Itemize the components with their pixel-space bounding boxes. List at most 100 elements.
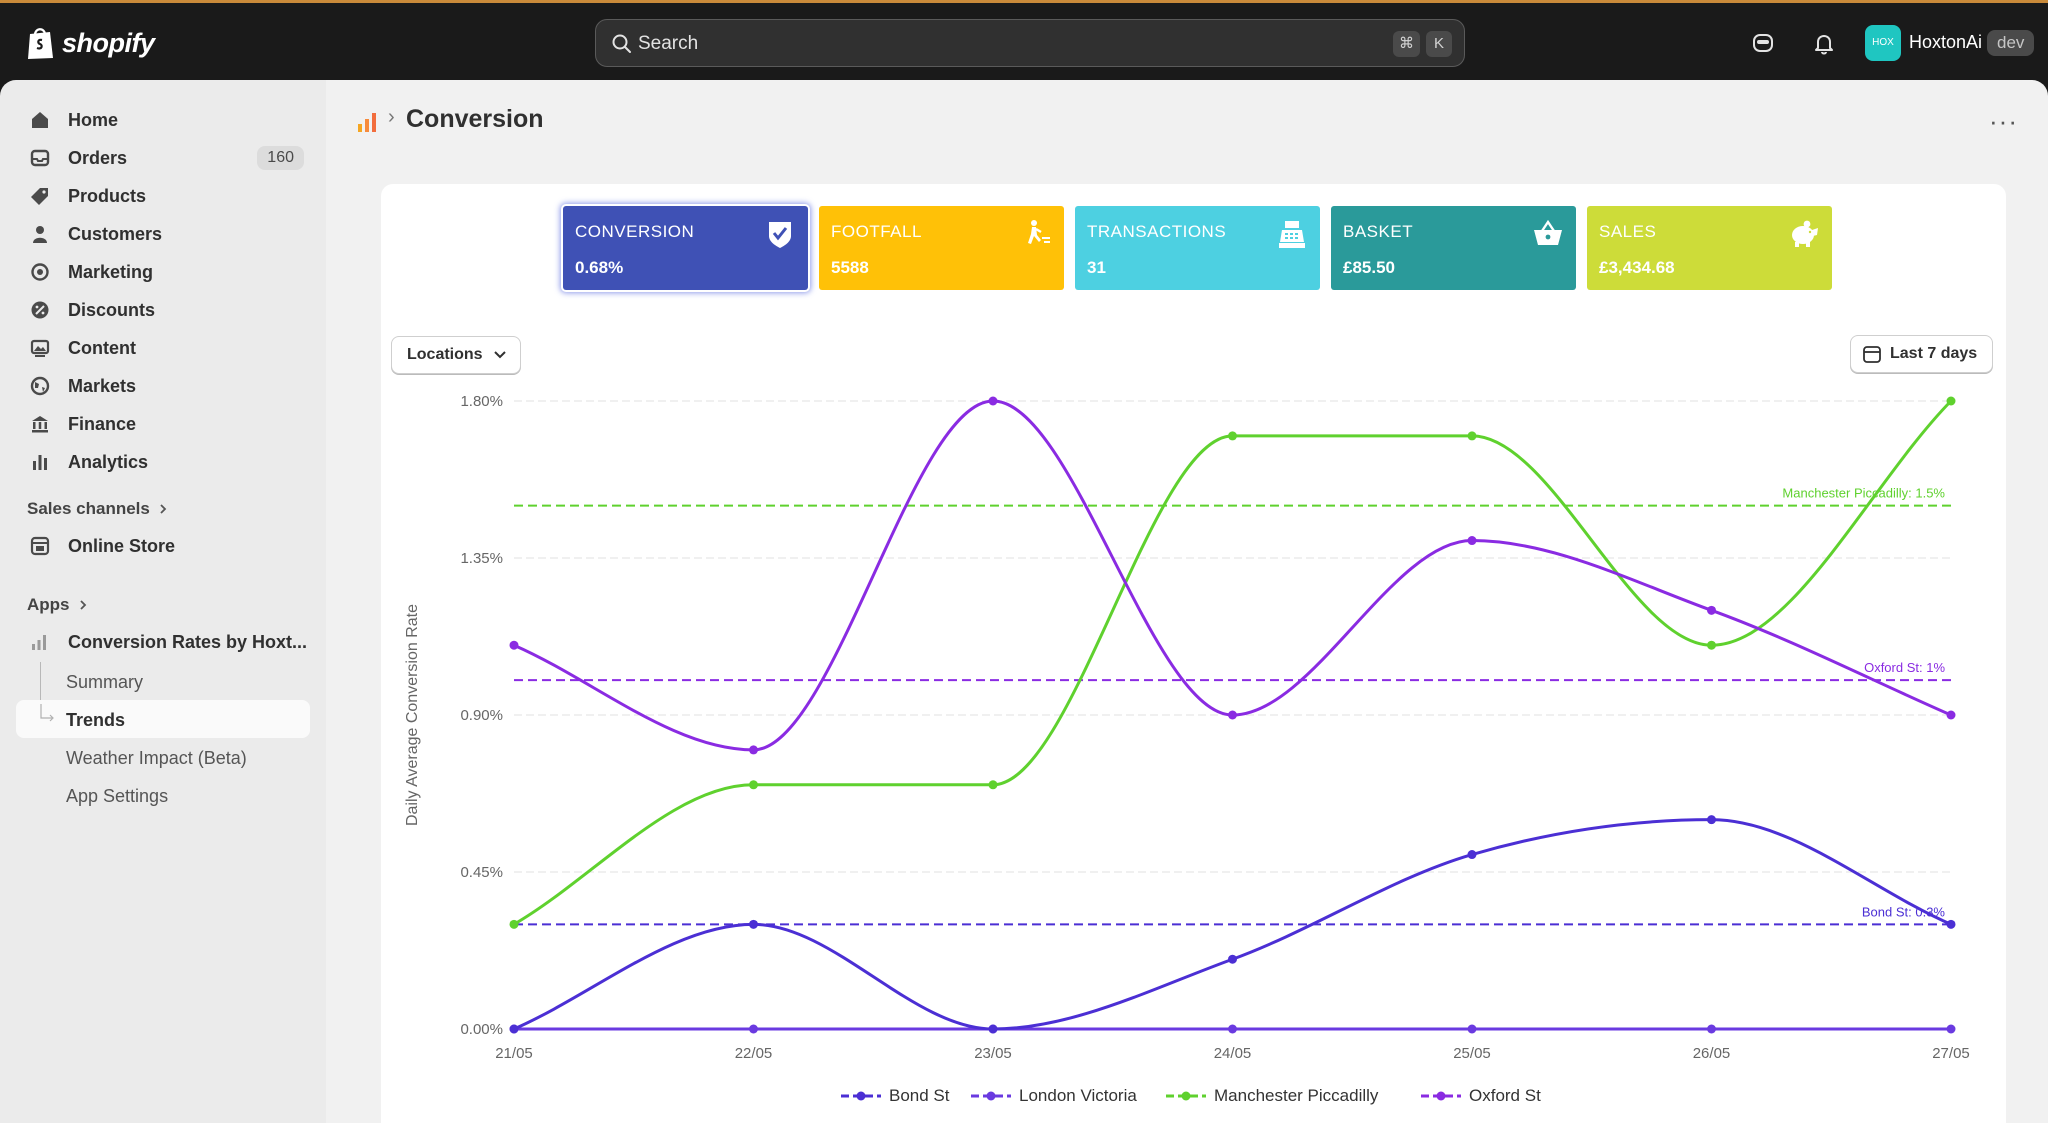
- sidebar-subitem-summary[interactable]: Summary: [16, 662, 310, 700]
- data-point: [1467, 850, 1477, 860]
- sidebar-item-marketing[interactable]: Marketing: [16, 254, 310, 290]
- data-point: [1228, 431, 1237, 441]
- sidebar-item-label: Analytics: [68, 451, 149, 472]
- tree-connector: [40, 662, 41, 702]
- legend-marker: [856, 1091, 866, 1101]
- kpi-label: SALES: [1599, 222, 1657, 241]
- data-point: [988, 396, 998, 406]
- top-bar: shopify Search ⌘ K HOX HoxtonAi dev: [0, 0, 2048, 80]
- sidebar-item-label: Customers: [68, 223, 163, 244]
- data-point: [1707, 1024, 1716, 1034]
- sidebar-item-content[interactable]: Content: [16, 330, 310, 366]
- data-point: [1228, 710, 1237, 720]
- kpi-label: CONVERSION: [575, 222, 695, 241]
- sidebar-item-products[interactable]: Products: [16, 178, 310, 214]
- chevron-down-icon: [493, 351, 506, 359]
- k-key: K: [1426, 31, 1452, 57]
- legend-label: Manchester Piccadilly: [1214, 1086, 1379, 1105]
- piggy-bank-icon: [1792, 220, 1818, 247]
- date-range-button[interactable]: Last 7 days: [1850, 335, 1993, 373]
- x-tick-label: 21/05: [495, 1045, 533, 1062]
- orders-icon: [28, 146, 52, 170]
- sidekick-icon[interactable]: [1750, 30, 1776, 56]
- sidebar-item-discounts[interactable]: Discounts: [16, 292, 310, 328]
- bank-icon: [28, 412, 52, 436]
- basket-icon: [1534, 219, 1562, 245]
- sidebar-item-label: Content: [68, 337, 136, 358]
- data-point: [988, 1024, 998, 1034]
- sidebar-subitem-label: Weather Impact (Beta): [66, 748, 247, 768]
- average-label: Bond St: 0.3%: [1862, 904, 1946, 919]
- kpi-value: £85.50: [1343, 258, 1395, 277]
- more-actions-button[interactable]: ···: [1989, 106, 2018, 136]
- sidebar-subitem-label: Summary: [66, 672, 144, 692]
- tag-icon: [28, 184, 52, 208]
- search-input[interactable]: Search ⌘ K: [595, 19, 1465, 67]
- page-title: Conversion: [406, 105, 544, 133]
- shopify-logo[interactable]: shopify: [26, 25, 155, 61]
- sidebar-item-online-store[interactable]: Online Store: [16, 528, 310, 564]
- data-point: [1467, 1024, 1477, 1034]
- apps-label: Apps: [27, 595, 70, 614]
- bar-chart-icon: [28, 450, 52, 474]
- apps-header[interactable]: Apps: [27, 595, 88, 615]
- data-point: [1707, 640, 1716, 650]
- sidebar-item-customers[interactable]: Customers: [16, 216, 310, 252]
- sidebar-item-label: Finance: [68, 413, 137, 434]
- x-tick-label: 23/05: [974, 1045, 1012, 1062]
- breadcrumb-separator: ›: [388, 106, 395, 128]
- conversion-app-icon[interactable]: [356, 108, 382, 134]
- sidebar-item-analytics[interactable]: Analytics: [16, 444, 310, 480]
- calendar-icon: [1863, 346, 1881, 363]
- dev-badge: dev: [1987, 30, 2035, 56]
- y-tick-label: 0.90%: [460, 707, 503, 724]
- data-point: [509, 1024, 519, 1034]
- app-bars-icon: [28, 630, 52, 654]
- store-icon: [28, 534, 52, 558]
- cash-register-icon: [1279, 221, 1305, 248]
- sales-channels-label: Sales channels: [27, 499, 150, 518]
- kpi-conversion[interactable]: CONVERSION 0.68%: [563, 206, 808, 290]
- sidebar-item-label: Orders: [68, 147, 128, 168]
- sidebar-item-label: Online Store: [68, 535, 176, 556]
- kpi-basket[interactable]: BASKET £85.50: [1331, 206, 1576, 290]
- kpi-value: 0.68%: [575, 258, 624, 277]
- sidebar-item-label: Conversion Rates by Hoxt...: [68, 631, 308, 652]
- data-point: [749, 745, 758, 755]
- kpi-footfall[interactable]: FOOTFALL 5588: [819, 206, 1064, 290]
- kpi-sales[interactable]: SALES £3,434.68: [1587, 206, 1832, 290]
- sales-channels-header[interactable]: Sales channels: [27, 499, 168, 519]
- walking-person-icon: [1028, 220, 1050, 244]
- sidebar-item-home[interactable]: Home: [16, 102, 310, 138]
- bell-icon[interactable]: [1811, 30, 1837, 56]
- store-name[interactable]: HoxtonAi: [1909, 32, 1983, 52]
- data-point: [1946, 1024, 1956, 1034]
- sidebar-item-markets[interactable]: Markets: [16, 368, 310, 404]
- data-point: [749, 780, 758, 790]
- x-tick-label: 22/05: [735, 1045, 773, 1062]
- store-avatar[interactable]: HOX: [1865, 25, 1901, 61]
- person-icon: [28, 222, 52, 246]
- chevron-right-icon: [160, 504, 167, 514]
- command-key: ⌘: [1393, 31, 1420, 57]
- kpi-transactions[interactable]: TRANSACTIONS 31: [1075, 206, 1320, 290]
- x-tick-label: 24/05: [1214, 1045, 1252, 1062]
- sidebar-item-orders[interactable]: Orders 160: [16, 140, 310, 176]
- sidebar-item-conversion-app[interactable]: Conversion Rates by Hoxt...: [16, 624, 310, 660]
- sidebar-item-finance[interactable]: Finance: [16, 406, 310, 442]
- tree-branch-icon: [40, 704, 54, 722]
- series-line: [513, 399, 1953, 926]
- discount-icon: [28, 298, 52, 322]
- sidebar-subitem-app-settings[interactable]: App Settings: [16, 776, 310, 814]
- search-placeholder: Search: [638, 33, 699, 54]
- sidebar-subitem-weather-impact[interactable]: Weather Impact (Beta): [16, 738, 310, 776]
- dashboard-card: CONVERSION 0.68% FOOTFALL 5588 TRANSACTI…: [381, 184, 2006, 1123]
- kpi-value: 31: [1087, 258, 1106, 277]
- x-tick-label: 27/05: [1932, 1045, 1970, 1062]
- sidebar-subitem-label: App Settings: [66, 786, 169, 806]
- locations-dropdown[interactable]: Locations: [391, 336, 521, 374]
- sidebar-item-label: Marketing: [68, 261, 154, 282]
- sidebar-subitem-trends[interactable]: Trends: [16, 700, 310, 738]
- series-line: [513, 399, 1952, 752]
- kpi-label: BASKET: [1343, 222, 1414, 241]
